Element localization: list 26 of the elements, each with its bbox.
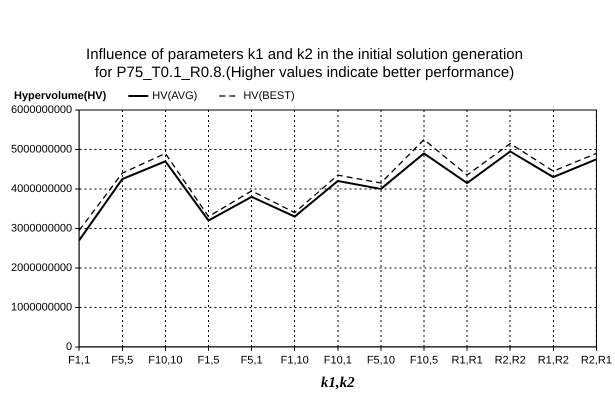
x-tick-label: F5,1 — [240, 354, 263, 366]
y-tick-label: 1000000000 — [10, 301, 72, 314]
y-tick-label: 0 — [66, 340, 72, 353]
y-tick-label: 3000000000 — [10, 222, 72, 234]
x-tick-label: F10,10 — [148, 354, 183, 366]
x-axis-title: k1,k2 — [320, 374, 356, 391]
y-tick-label: 2000000000 — [10, 262, 72, 274]
x-tick-label: F5,10 — [366, 354, 395, 366]
x-tick-label: R1,R2 — [538, 354, 569, 366]
x-tick-label: F10,1 — [324, 354, 352, 366]
y-tick-label: 4000000000 — [10, 182, 72, 195]
x-tick-label: R1,R1 — [452, 354, 483, 366]
y-axis-title: Hypervolume(HV) — [14, 90, 107, 102]
text: Influence of parameters k1 and k2 in the initial solution generation — [86, 46, 523, 64]
legend-label: HV(BEST) — [243, 90, 295, 102]
y-tick-label: 5000000000 — [10, 144, 72, 156]
text: for P75_T0.1_R0.8.(Higher values indicate better performance) — [94, 64, 514, 82]
x-tick-label: R2,R2 — [494, 354, 526, 366]
x-tick-label: R2,R1 — [580, 354, 612, 366]
x-tick-label: F1,10 — [280, 354, 309, 366]
x-tick-label: F1,1 — [68, 354, 90, 366]
legend-label: HV(AVG) — [152, 90, 198, 102]
y-tick-label: 6000000000 — [10, 104, 72, 116]
x-tick-label: F1,5 — [197, 354, 220, 366]
x-tick-label: F5,5 — [111, 354, 134, 366]
x-tick-label: F10,5 — [410, 354, 438, 366]
